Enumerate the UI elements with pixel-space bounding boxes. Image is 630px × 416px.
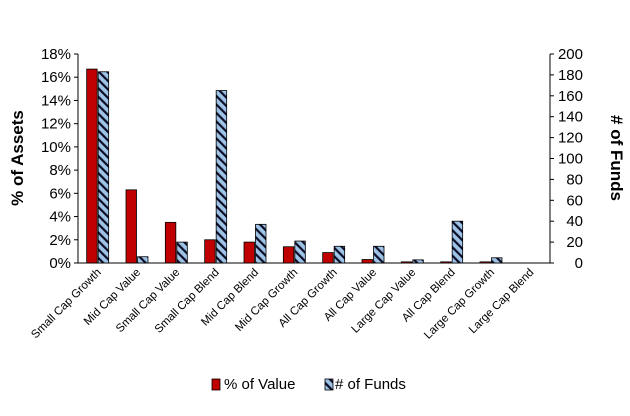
left-tick-label: 14% xyxy=(41,92,71,109)
right-axis-title: # of Funds xyxy=(607,115,626,201)
left-axis-ticks: 0% 2% 4% 6% 8% 10% 12% 14% 16% 18% xyxy=(41,46,78,272)
right-tick-label: 120 xyxy=(558,130,583,147)
left-tick-label: 10% xyxy=(41,139,71,156)
left-tick-label: 18% xyxy=(41,46,71,63)
right-tick-label: 20 xyxy=(566,234,583,251)
legend-swatch-num-funds xyxy=(324,378,334,391)
bar-pct-value xyxy=(204,239,216,264)
left-tick-label: 16% xyxy=(41,69,71,86)
right-tick-label: 0 xyxy=(575,255,583,272)
legend: % of Value # of Funds xyxy=(211,376,406,393)
left-axis-title: % of Assets xyxy=(8,110,27,206)
chart-bars xyxy=(86,68,503,264)
legend-label-num-funds: # of Funds xyxy=(335,376,406,393)
bar-num-funds xyxy=(294,240,306,264)
bar-num-funds xyxy=(97,71,110,264)
right-tick-label: 80 xyxy=(566,171,583,188)
right-tick-label: 180 xyxy=(558,67,583,84)
bar-num-funds xyxy=(215,90,228,264)
left-tick-label: 12% xyxy=(41,116,71,133)
bar-num-funds xyxy=(333,245,346,264)
bar-pct-value xyxy=(322,252,334,264)
bar-pct-value xyxy=(400,261,413,264)
bar-num-funds xyxy=(412,259,424,264)
left-tick-label: 6% xyxy=(49,185,71,202)
right-tick-label: 60 xyxy=(566,192,583,209)
category-label: Large Cap Growth xyxy=(422,267,497,342)
legend-label-pct-value: % of Value xyxy=(224,376,295,393)
bar-pct-value xyxy=(440,261,452,264)
right-tick-label: 40 xyxy=(566,213,583,230)
left-tick-label: 4% xyxy=(49,209,71,226)
bar-pct-value xyxy=(164,221,177,264)
legend-swatch-pct-value xyxy=(211,378,221,391)
bar-pct-value xyxy=(86,68,98,264)
bar-pct-value xyxy=(479,261,491,264)
right-tick-label: 200 xyxy=(558,46,583,63)
bar-num-funds xyxy=(451,220,464,264)
bar-num-funds xyxy=(137,256,149,264)
chart-axes xyxy=(77,54,551,264)
bar-num-funds xyxy=(373,245,385,264)
right-tick-label: 160 xyxy=(558,88,583,105)
bar-pct-value xyxy=(361,259,373,264)
bar-num-funds xyxy=(176,241,188,264)
right-axis-ticks: 0 20 40 60 80 100 120 140 160 180 200 xyxy=(550,46,583,272)
bar-pct-value xyxy=(125,189,137,264)
bar-pct-value xyxy=(282,246,295,264)
bar-pct-value xyxy=(243,241,255,264)
left-tick-label: 2% xyxy=(49,232,71,249)
category-label: Small Cap Growth xyxy=(29,267,103,341)
right-tick-label: 100 xyxy=(558,151,583,168)
right-tick-label: 140 xyxy=(558,109,583,126)
bar-num-funds xyxy=(255,223,267,264)
left-tick-label: 8% xyxy=(49,162,71,179)
bar-num-funds xyxy=(491,257,503,264)
left-tick-label: 0% xyxy=(49,255,71,272)
